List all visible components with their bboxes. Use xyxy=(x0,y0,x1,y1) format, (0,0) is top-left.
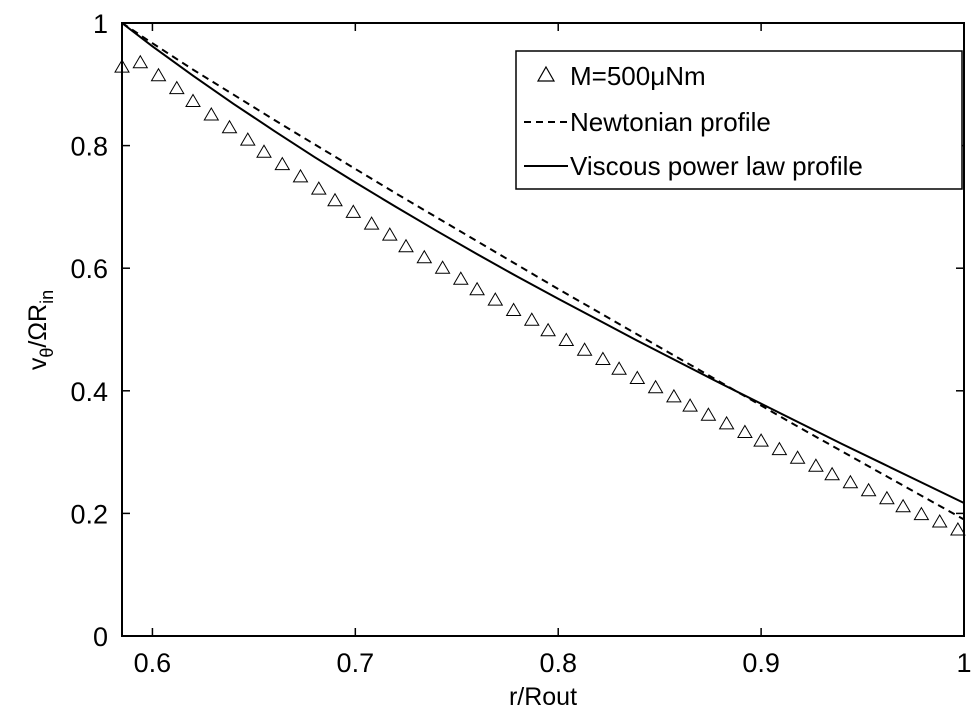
data-point-triangle xyxy=(540,322,556,337)
legend-label-power-law: Viscous power law profile xyxy=(570,151,863,181)
data-point-triangle xyxy=(203,107,220,121)
marker-layer xyxy=(114,54,966,536)
data-point-triangle xyxy=(666,388,682,403)
y-label-main: v xyxy=(24,357,52,370)
data-point-triangle xyxy=(718,415,735,430)
data-point-triangle xyxy=(842,474,859,489)
data-point-triangle xyxy=(363,216,380,230)
data-point-triangle xyxy=(753,433,769,447)
data-point-triangle xyxy=(523,312,540,326)
data-point-triangle xyxy=(595,351,611,365)
tick-layer: 0.6 0.7 0.8 0.9 1 0 0.2 0.4 0.6 0.8 1 xyxy=(70,9,971,678)
power-law-curve xyxy=(121,22,965,504)
data-point-triangle xyxy=(150,67,167,82)
data-point-triangle xyxy=(789,450,806,464)
y-label-sub1: θ xyxy=(37,348,57,358)
data-point-triangle xyxy=(558,332,575,346)
legend-label-measured: M=500μNm xyxy=(570,61,706,91)
data-point-triangle xyxy=(221,119,238,134)
data-point-triangle xyxy=(611,361,627,375)
data-point-triangle xyxy=(185,93,201,107)
data-point-triangle xyxy=(469,281,485,296)
series-layer xyxy=(121,22,965,521)
y-tick-label: 0.8 xyxy=(70,132,108,162)
x-tick-label: 1 xyxy=(956,648,971,678)
y-label-middle: /ΩR xyxy=(24,304,52,348)
data-point-triangle xyxy=(132,54,149,69)
data-point-triangle xyxy=(824,466,840,481)
data-point-triangle xyxy=(239,132,256,146)
data-point-triangle xyxy=(381,227,398,241)
data-point-triangle xyxy=(576,342,593,356)
data-point-triangle xyxy=(487,292,504,306)
data-point-triangle xyxy=(913,506,930,521)
axes-box xyxy=(121,22,965,637)
data-point-triangle xyxy=(700,407,717,421)
y-tick-label: 0.4 xyxy=(70,377,108,407)
data-point-triangle xyxy=(860,482,877,497)
data-point-triangle xyxy=(931,514,948,528)
x-tick-label: 0.9 xyxy=(742,648,780,678)
data-point-triangle xyxy=(416,249,433,264)
y-label-sub2: in xyxy=(37,290,57,304)
data-point-triangle xyxy=(629,370,646,384)
data-point-triangle xyxy=(879,490,895,505)
data-point-triangle xyxy=(950,522,966,536)
data-point-triangle xyxy=(737,424,753,438)
data-point-triangle xyxy=(434,260,451,274)
y-tick-label: 0.2 xyxy=(70,499,108,529)
data-point-triangle xyxy=(327,192,343,207)
y-axis-label: vθ/ΩRin xyxy=(24,290,57,370)
data-point-triangle xyxy=(168,80,185,95)
data-point-triangle xyxy=(256,144,272,158)
data-point-triangle xyxy=(274,156,291,171)
data-point-triangle xyxy=(292,168,309,183)
data-point-triangle xyxy=(682,398,698,412)
y-tick-label: 1 xyxy=(93,9,108,39)
data-point-triangle xyxy=(808,458,824,472)
data-point-triangle xyxy=(505,302,522,316)
x-tick-label: 0.8 xyxy=(539,648,577,678)
data-point-triangle xyxy=(398,238,414,253)
data-point-triangle xyxy=(895,498,911,513)
data-point-triangle xyxy=(452,271,469,285)
x-tick-label: 0.7 xyxy=(337,648,375,678)
data-point-triangle xyxy=(345,204,362,218)
legend-box xyxy=(515,50,963,190)
y-tick-label: 0 xyxy=(93,622,108,652)
x-axis-label: r/Rout xyxy=(509,683,577,711)
legend: M=500μNm Newtonian profile Viscous power… xyxy=(515,50,963,190)
legend-label-newtonian: Newtonian profile xyxy=(570,107,771,137)
x-tick-label: 0.6 xyxy=(134,648,172,678)
y-tick-label: 0.6 xyxy=(70,254,108,284)
legend-marker-triangle xyxy=(536,65,556,82)
newtonian-curve xyxy=(121,22,965,521)
data-point-triangle xyxy=(310,181,327,195)
data-point-triangle xyxy=(771,441,788,456)
data-point-triangle xyxy=(647,379,664,394)
